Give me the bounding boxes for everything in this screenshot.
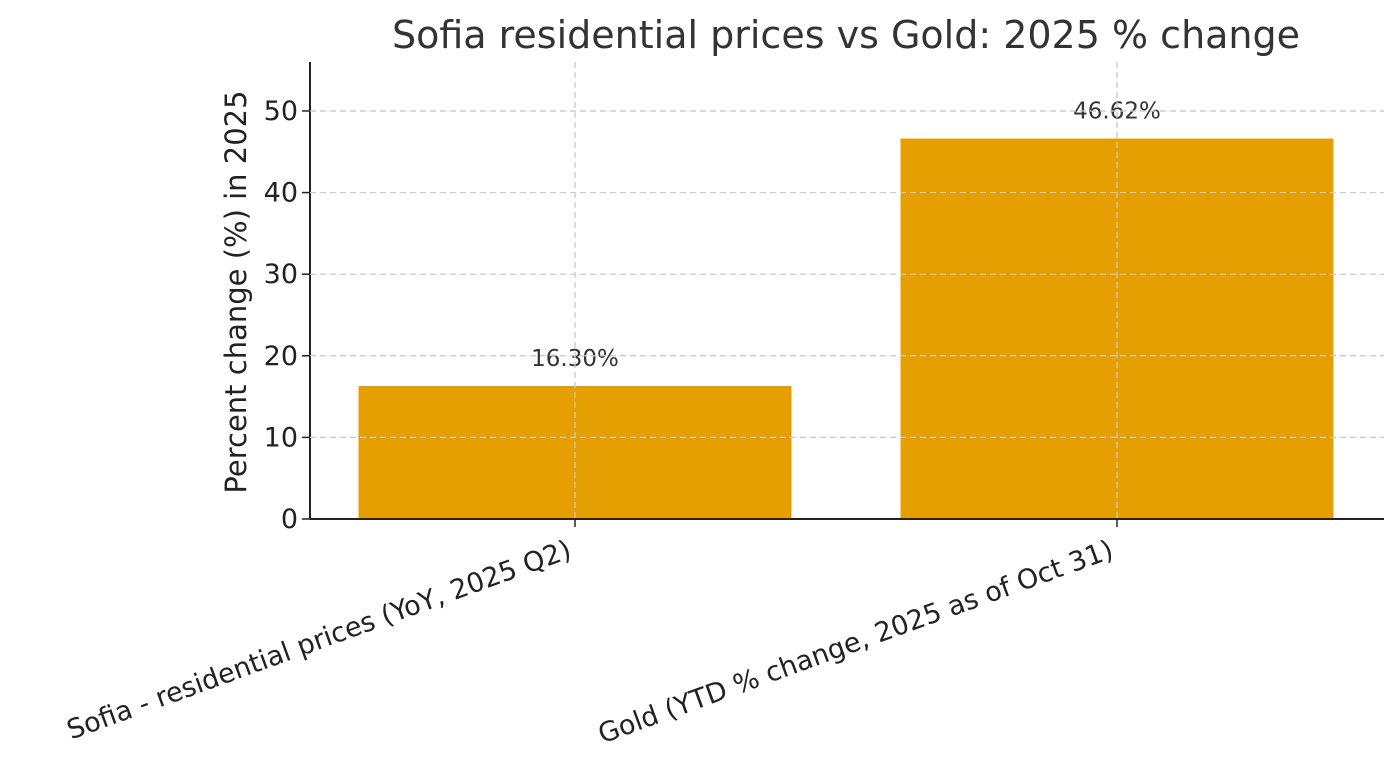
- bar-value-label: 16.30%: [531, 346, 619, 372]
- chart-title: Sofia residential prices vs Gold: 2025 %…: [392, 13, 1300, 57]
- y-tick-label: 10: [264, 422, 298, 453]
- y-tick-label: 40: [264, 178, 298, 209]
- y-tick-label: 20: [264, 341, 298, 372]
- y-tick-label: 30: [264, 259, 298, 290]
- bars: [358, 138, 1334, 520]
- y-tick-label: 0: [281, 504, 298, 535]
- y-tick-label: 50: [264, 96, 298, 127]
- x-tick-label: Sofia - residential prices (YoY, 2025 Q2…: [63, 534, 576, 746]
- x-tick-label: Gold (YTD % change, 2025 as of Oct 31): [594, 534, 1117, 750]
- labels: 16.30%46.62%: [310, 62, 1384, 519]
- y-axis-label: Percent change (%) in 2025: [219, 90, 253, 493]
